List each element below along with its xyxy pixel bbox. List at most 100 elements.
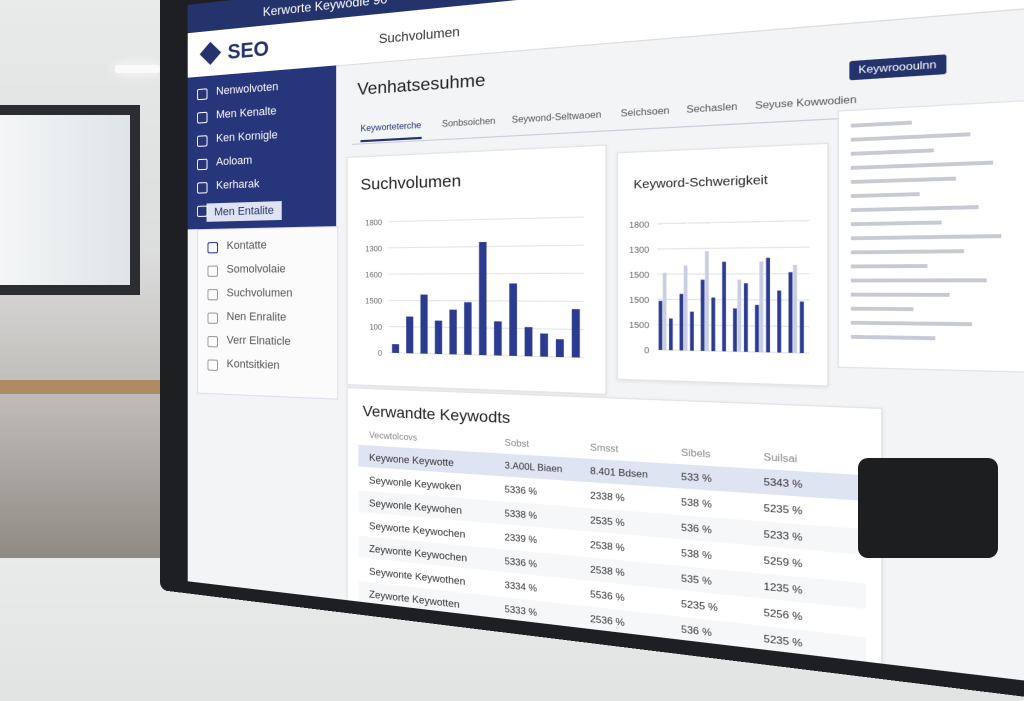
- nav-icon: [207, 359, 218, 371]
- y-tick-label: 1500: [629, 272, 650, 281]
- nav-item: Kontsitkien: [226, 357, 280, 373]
- y-tick-label: 1300: [629, 246, 650, 255]
- grid-line: [389, 217, 584, 222]
- bar: [449, 309, 457, 355]
- bar: [662, 272, 667, 351]
- y-tick-label: 1600: [365, 272, 382, 280]
- bar: [690, 311, 694, 351]
- side-panel: [837, 99, 1024, 373]
- bar: [754, 304, 759, 353]
- bar: [524, 327, 533, 357]
- nav-item: Aoloam: [216, 154, 253, 169]
- bar: [683, 265, 688, 351]
- table-header: Sobst: [504, 437, 530, 450]
- bar: [793, 264, 798, 353]
- secondary-nav: Kontatte Somolvolaie Suchvolumen Nen Enrali…: [197, 226, 339, 400]
- bar: [669, 318, 673, 351]
- bar: [737, 279, 742, 352]
- search-text: Suchvolumen: [378, 23, 460, 47]
- bar: [464, 302, 472, 355]
- bar: [658, 300, 663, 350]
- y-tick-label: 1500: [629, 322, 650, 331]
- bar: [777, 290, 782, 353]
- bar: [704, 251, 709, 351]
- bar: [392, 344, 400, 354]
- chart-card: Keyword-Schwerigkeit 0 1500 1500 1500 1300 180…: [616, 142, 829, 387]
- y-tick-label: 1500: [629, 297, 650, 306]
- nav-icon: [197, 111, 208, 124]
- nav-item: Men Entalite: [206, 201, 282, 222]
- page-heading: Venhatsesuhme: [357, 71, 486, 100]
- y-tick-label: 1300: [365, 246, 382, 254]
- bar: [799, 301, 804, 354]
- button[interactable]: Keywroooulnn: [849, 54, 946, 81]
- bar: [479, 241, 487, 356]
- bar: [406, 316, 414, 354]
- table-header: Smsst: [590, 442, 619, 455]
- primary-nav: Nenwolvoten Men Kenalte Ken Kornigle Aoloam…: [187, 65, 337, 230]
- tab[interactable]: Sonbsoichen: [441, 115, 496, 130]
- bar: [759, 261, 764, 353]
- table-title: Verwandte Keywodts: [362, 401, 511, 427]
- window: [0, 105, 140, 295]
- nav-item: Men Kenalte: [216, 104, 277, 122]
- nav-icon: [197, 135, 208, 147]
- bar: [494, 321, 502, 356]
- bar: [540, 333, 549, 357]
- bar: [700, 279, 705, 351]
- chart: Keyword-Schwerigkeit 0 1500 1500 1500 1300 180…: [629, 174, 827, 356]
- grid-line: [657, 247, 809, 249]
- bar: [733, 308, 737, 352]
- nav-icon: [197, 205, 208, 217]
- ceiling-light: [115, 65, 160, 73]
- bar: [509, 283, 517, 356]
- nav-icon: [207, 265, 218, 277]
- chart: Suchvolumen 0 100 1500 1600 1300 1800: [360, 172, 606, 394]
- nav-icon: [197, 182, 208, 194]
- nav-icon: [207, 312, 218, 324]
- bar: [555, 339, 564, 358]
- nav-item: Suchvolumen: [226, 287, 293, 300]
- nav-item: Nen Enralite: [226, 310, 287, 324]
- tab[interactable]: Keyworteterche: [360, 120, 422, 143]
- bar: [679, 293, 684, 351]
- bar: [571, 309, 580, 358]
- nav-item: Kontatte: [226, 239, 267, 253]
- chart-card: Suchvolumen 0 100 1500 1600 1300 1800: [346, 144, 607, 395]
- desk: [0, 380, 200, 394]
- table-cell: 538 %: [681, 496, 712, 511]
- tab[interactable]: Seichsoen: [620, 105, 670, 119]
- table-header: Suilsai: [763, 451, 798, 465]
- nav-item: Kerharak: [216, 177, 260, 192]
- y-tick-label: 0: [644, 347, 649, 356]
- bar: [743, 283, 748, 352]
- y-tick-label: 1800: [629, 221, 650, 230]
- nav-icon: [197, 88, 208, 101]
- tab[interactable]: Seywond-Seltwaoen: [511, 109, 602, 126]
- nav-item: Somolvolaie: [226, 262, 286, 276]
- camera: [858, 458, 998, 558]
- nav-icon: [207, 242, 218, 254]
- tab[interactable]: Sechaslen: [686, 101, 738, 116]
- bar: [788, 272, 793, 353]
- nav-icon: [207, 289, 218, 301]
- table-cell: 533 %: [681, 471, 712, 485]
- nav-icon: [207, 335, 218, 348]
- bar: [434, 320, 443, 355]
- bar: [766, 257, 770, 353]
- y-tick-label: 1800: [365, 219, 382, 227]
- chart-title: Suchvolumen: [360, 172, 461, 194]
- nav-item: Ken Kornigle: [216, 128, 278, 145]
- tab[interactable]: Seyuse Kowwodien: [755, 93, 857, 112]
- grid-line: [657, 274, 809, 275]
- y-tick-label: 1500: [365, 298, 382, 306]
- nav-item: Verr Elnaticle: [226, 334, 291, 349]
- grid-line: [657, 221, 809, 224]
- y-tick-label: 100: [369, 324, 382, 332]
- bar: [420, 294, 428, 354]
- logo-text: SEO: [227, 37, 269, 65]
- bar: [711, 297, 716, 352]
- table-header: Vecwtolcovs: [369, 430, 418, 443]
- table-header: Sibels: [681, 447, 711, 460]
